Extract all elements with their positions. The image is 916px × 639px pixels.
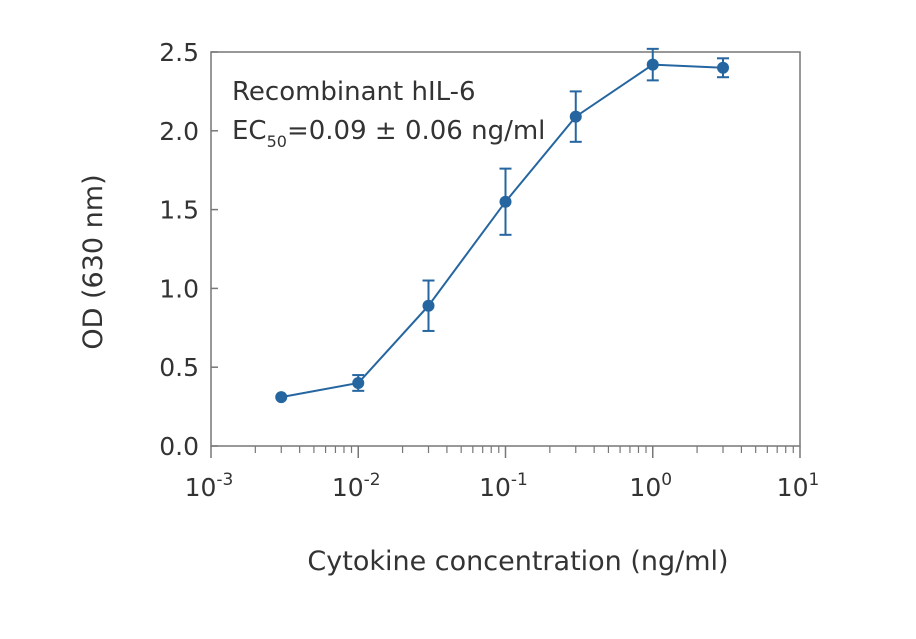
annotation-ec-value: =0.09 ± 0.06 ng/ml (287, 116, 545, 146)
x-tick-label: 10-3 (185, 470, 234, 502)
x-axis: 10-3 10-2 10-1 100 101 (185, 446, 820, 502)
data-point (422, 299, 435, 312)
y-tick-label: 2.0 (159, 117, 199, 146)
plot-frame (210, 51, 801, 447)
data-point (717, 61, 730, 74)
y-axis-title: OD (630 nm) (78, 174, 109, 349)
y-tick-label: 2.5 (159, 38, 199, 67)
y-axis: 0.0 0.5 1.0 1.5 2.0 2.5 (159, 38, 218, 461)
annotation-line1: Recombinant hIL-6 (232, 77, 476, 107)
x-tick-label: 100 (629, 470, 672, 502)
x-axis-title: Cytokine concentration (ng/ml) (307, 546, 728, 577)
y-tick-label: 0.5 (159, 353, 199, 382)
annotation-ec-subscript: 50 (267, 132, 287, 151)
y-tick-label: 0.0 (159, 432, 199, 461)
data-point (499, 195, 512, 208)
series-line (281, 63, 724, 399)
annotation-ec: EC (232, 116, 267, 146)
data-point (275, 391, 288, 404)
data-point (352, 376, 365, 389)
series-layer (275, 47, 730, 404)
annotation-line2: EC50=0.09 ± 0.06 ng/ml (232, 116, 545, 151)
x-tick-label: 101 (777, 470, 820, 502)
y-tick-label: 1.0 (159, 274, 199, 303)
y-tick-label: 1.5 (159, 196, 199, 225)
data-point (569, 110, 582, 123)
x-tick-label: 10-2 (332, 470, 381, 502)
x-tick-label: 10-1 (479, 470, 528, 502)
data-point (646, 58, 659, 71)
